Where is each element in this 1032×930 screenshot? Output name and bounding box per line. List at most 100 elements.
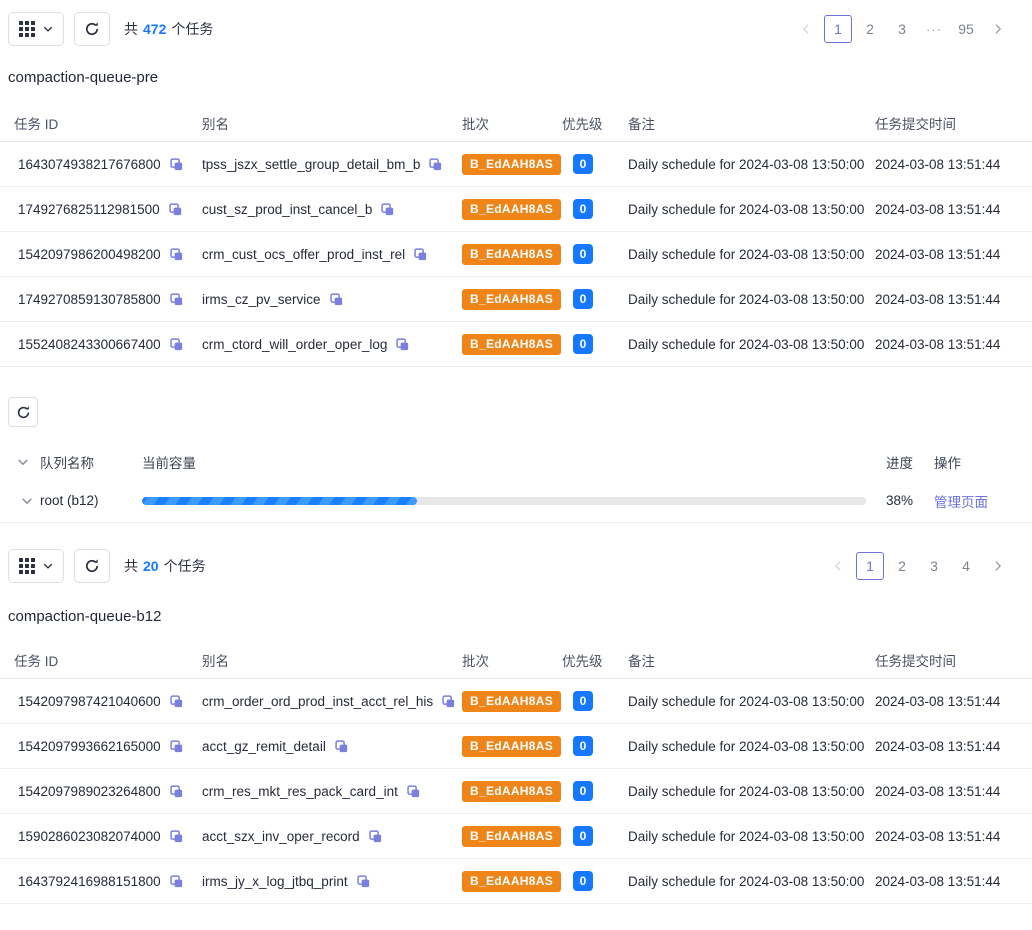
- alias-value: cust_sz_prod_inst_cancel_b: [202, 201, 373, 217]
- header-capacity: 当前容量: [142, 456, 196, 471]
- header-action: 操作: [934, 456, 961, 471]
- copy-icon[interactable]: [169, 829, 184, 844]
- remark-value: Daily schedule for 2024-03-08 13:50:00: [628, 336, 865, 352]
- grid-icon: [18, 558, 35, 574]
- batch-badge: B_EdAAH8AS: [462, 690, 562, 712]
- copy-icon[interactable]: [413, 247, 428, 262]
- total-suffix: 个任务: [163, 558, 206, 574]
- queue-header-row: 队列名称 当前容量 进度 操作: [0, 445, 1032, 479]
- table-row: 1590286023082074000 acct_szx_inv_oper_re…: [0, 814, 1032, 859]
- grid-icon: [18, 21, 35, 37]
- batch-badge: B_EdAAH8AS: [462, 198, 562, 220]
- page-number-3[interactable]: 3: [888, 15, 916, 43]
- page-number-1[interactable]: 1: [856, 552, 884, 580]
- refresh-icon: [84, 558, 100, 574]
- remark-value: Daily schedule for 2024-03-08 13:50:00: [628, 201, 865, 217]
- copy-icon[interactable]: [334, 739, 349, 754]
- submit-time-value: 2024-03-08 13:51:44: [875, 291, 1001, 307]
- task-id-value: 1749276825112981500: [18, 201, 160, 217]
- priority-badge: 0: [573, 691, 593, 711]
- queue-row: root (b12) 38% 管理页面: [0, 479, 1032, 523]
- batch-badge: B_EdAAH8AS: [462, 870, 562, 892]
- alias-value: irms_jy_x_log_jtbq_print: [202, 873, 348, 889]
- alias-value: crm_cust_ocs_offer_prod_inst_rel: [202, 246, 406, 262]
- pagination-bottom: 1 2 3 4: [824, 552, 1012, 580]
- copy-icon[interactable]: [169, 694, 184, 709]
- toolbar-bottom: 共 20 个任务 1 2 3 4: [0, 549, 1032, 583]
- copy-icon[interactable]: [368, 829, 383, 844]
- alias-value: crm_res_mkt_res_pack_card_int: [202, 783, 398, 799]
- batch-badge: B_EdAAH8AS: [462, 780, 562, 802]
- progress-percent-value: 38%: [886, 493, 914, 508]
- copy-icon[interactable]: [395, 337, 410, 352]
- copy-icon[interactable]: [169, 337, 184, 352]
- remark-value: Daily schedule for 2024-03-08 13:50:00: [628, 693, 865, 709]
- page-ellipsis[interactable]: ···: [920, 15, 948, 43]
- page-next-button[interactable]: [984, 552, 1012, 580]
- remark-value: Daily schedule for 2024-03-08 13:50:00: [628, 738, 865, 754]
- submit-time-value: 2024-03-08 13:51:44: [875, 246, 1001, 262]
- copy-icon[interactable]: [428, 157, 443, 172]
- copy-icon[interactable]: [169, 292, 184, 307]
- chevron-down-icon: [42, 23, 54, 35]
- header-batch: 批次: [462, 653, 489, 669]
- column-settings-button[interactable]: [8, 549, 64, 583]
- remark-value: Daily schedule for 2024-03-08 13:50:00: [628, 291, 865, 307]
- header-priority: 优先级: [562, 653, 603, 669]
- page-prev-button[interactable]: [824, 552, 852, 580]
- collapse-all-chevron-icon[interactable]: [16, 455, 40, 469]
- copy-icon[interactable]: [169, 784, 184, 799]
- total-count: 472: [143, 21, 167, 37]
- total-suffix: 个任务: [171, 21, 214, 37]
- page-number-2[interactable]: 2: [888, 552, 916, 580]
- section-title-pre: compaction-queue-pre: [8, 69, 159, 86]
- submit-time-value: 2024-03-08 13:51:44: [875, 693, 1001, 709]
- total-prefix: 共: [124, 21, 138, 37]
- page-number-95[interactable]: 95: [952, 15, 980, 43]
- copy-icon[interactable]: [168, 202, 183, 217]
- batch-badge: B_EdAAH8AS: [462, 243, 562, 265]
- task-id-value: 1590286023082074000: [18, 828, 161, 844]
- header-alias: 别名: [202, 653, 229, 669]
- queue-name-value: root (b12): [40, 493, 99, 508]
- copy-icon[interactable]: [169, 874, 184, 889]
- page-number-1[interactable]: 1: [824, 15, 852, 43]
- table-row: 1643074938217676800 tpss_jszx_settle_gro…: [0, 142, 1032, 187]
- table-row: 1749270859130785800 irms_cz_pv_service B…: [0, 277, 1032, 322]
- task-id-value: 1542097986200498200: [18, 246, 161, 262]
- alias-value: crm_ctord_will_order_oper_log: [202, 336, 388, 352]
- page-number-2[interactable]: 2: [856, 15, 884, 43]
- task-id-value: 1643792416988151800: [18, 873, 161, 889]
- copy-icon[interactable]: [356, 874, 371, 889]
- refresh-button[interactable]: [74, 12, 110, 46]
- copy-icon[interactable]: [380, 202, 395, 217]
- submit-time-value: 2024-03-08 13:51:44: [875, 201, 1001, 217]
- remark-value: Daily schedule for 2024-03-08 13:50:00: [628, 783, 865, 799]
- batch-badge: B_EdAAH8AS: [462, 288, 562, 310]
- batch-badge: B_EdAAH8AS: [462, 153, 562, 175]
- task-id-value: 1749270859130785800: [18, 291, 161, 307]
- remark-value: Daily schedule for 2024-03-08 13:50:00: [628, 246, 865, 262]
- page-number-4[interactable]: 4: [952, 552, 980, 580]
- table-row: 1552408243300667400 crm_ctord_will_order…: [0, 322, 1032, 367]
- copy-icon[interactable]: [441, 694, 456, 709]
- priority-badge: 0: [573, 781, 593, 801]
- page-prev-button[interactable]: [792, 15, 820, 43]
- copy-icon[interactable]: [169, 247, 184, 262]
- batch-badge: B_EdAAH8AS: [462, 735, 562, 757]
- copy-icon[interactable]: [406, 784, 421, 799]
- table-row: 1542097987421040600 crm_order_ord_prod_i…: [0, 679, 1032, 724]
- capacity-progress-bar: [142, 496, 866, 505]
- page-number-3[interactable]: 3: [920, 552, 948, 580]
- copy-icon[interactable]: [169, 157, 184, 172]
- manage-page-link[interactable]: 管理页面: [934, 494, 988, 510]
- copy-icon[interactable]: [329, 292, 344, 307]
- batch-badge: B_EdAAH8AS: [462, 825, 562, 847]
- queue-refresh-button[interactable]: [8, 397, 38, 427]
- collapse-row-chevron-icon[interactable]: [20, 494, 40, 508]
- page-next-button[interactable]: [984, 15, 1012, 43]
- refresh-button[interactable]: [74, 549, 110, 583]
- batch-badge: B_EdAAH8AS: [462, 333, 562, 355]
- copy-icon[interactable]: [169, 739, 184, 754]
- column-settings-button[interactable]: [8, 12, 64, 46]
